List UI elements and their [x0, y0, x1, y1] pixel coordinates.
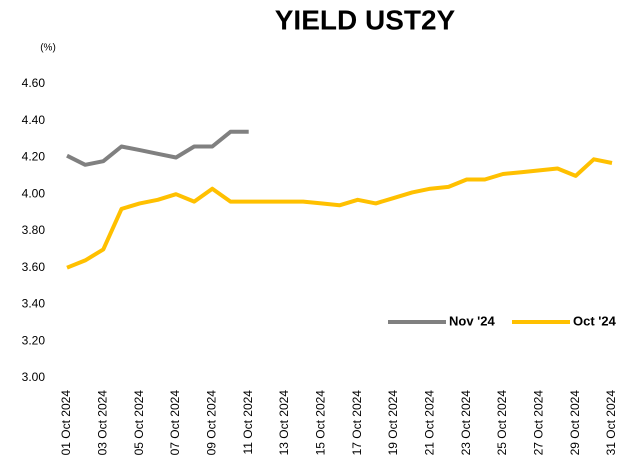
series-line	[66, 129, 249, 167]
series-line	[66, 157, 613, 270]
y-tick-label: 3.40	[22, 297, 46, 311]
x-tick-label: 05 Oct 2024	[132, 390, 146, 456]
x-tick-label: 27 Oct 2024	[532, 390, 546, 456]
x-tick-label: 25 Oct 2024	[495, 390, 509, 456]
y-tick-label: 4.00	[22, 186, 46, 200]
x-tick-label: 09 Oct 2024	[205, 390, 219, 456]
x-tick-label: 01 Oct 2024	[59, 390, 73, 456]
chart-title: YIELD UST2Y	[275, 4, 456, 35]
x-tick-label: 13 Oct 2024	[277, 390, 291, 456]
x-tick-label: 11 Oct 2024	[241, 390, 255, 455]
x-tick-label: 19 Oct 2024	[386, 390, 400, 456]
x-tick-label: 17 Oct 2024	[350, 390, 364, 456]
legend-label: Oct '24	[573, 313, 617, 328]
x-tick-label: 21 Oct 2024	[423, 390, 437, 456]
x-tick-label: 07 Oct 2024	[168, 390, 182, 456]
x-tick-label: 23 Oct 2024	[459, 390, 473, 456]
y-tick-label: 4.40	[22, 113, 46, 127]
y-tick-label: 3.00	[22, 370, 46, 384]
y-tick-label: 4.60	[22, 76, 46, 90]
y-axis-label: (%)	[40, 43, 56, 54]
y-tick-label: 3.20	[22, 333, 46, 347]
y-tick-label: 3.80	[22, 223, 46, 237]
x-tick-label: 03 Oct 2024	[96, 390, 110, 456]
legend-label: Nov '24	[449, 313, 495, 328]
x-tick-label: 29 Oct 2024	[568, 390, 582, 456]
x-tick-label: 31 Oct 2024	[604, 390, 618, 456]
x-tick-label: 15 Oct 2024	[314, 390, 328, 456]
y-tick-label: 4.20	[22, 150, 46, 164]
y-tick-label: 3.60	[22, 260, 46, 274]
